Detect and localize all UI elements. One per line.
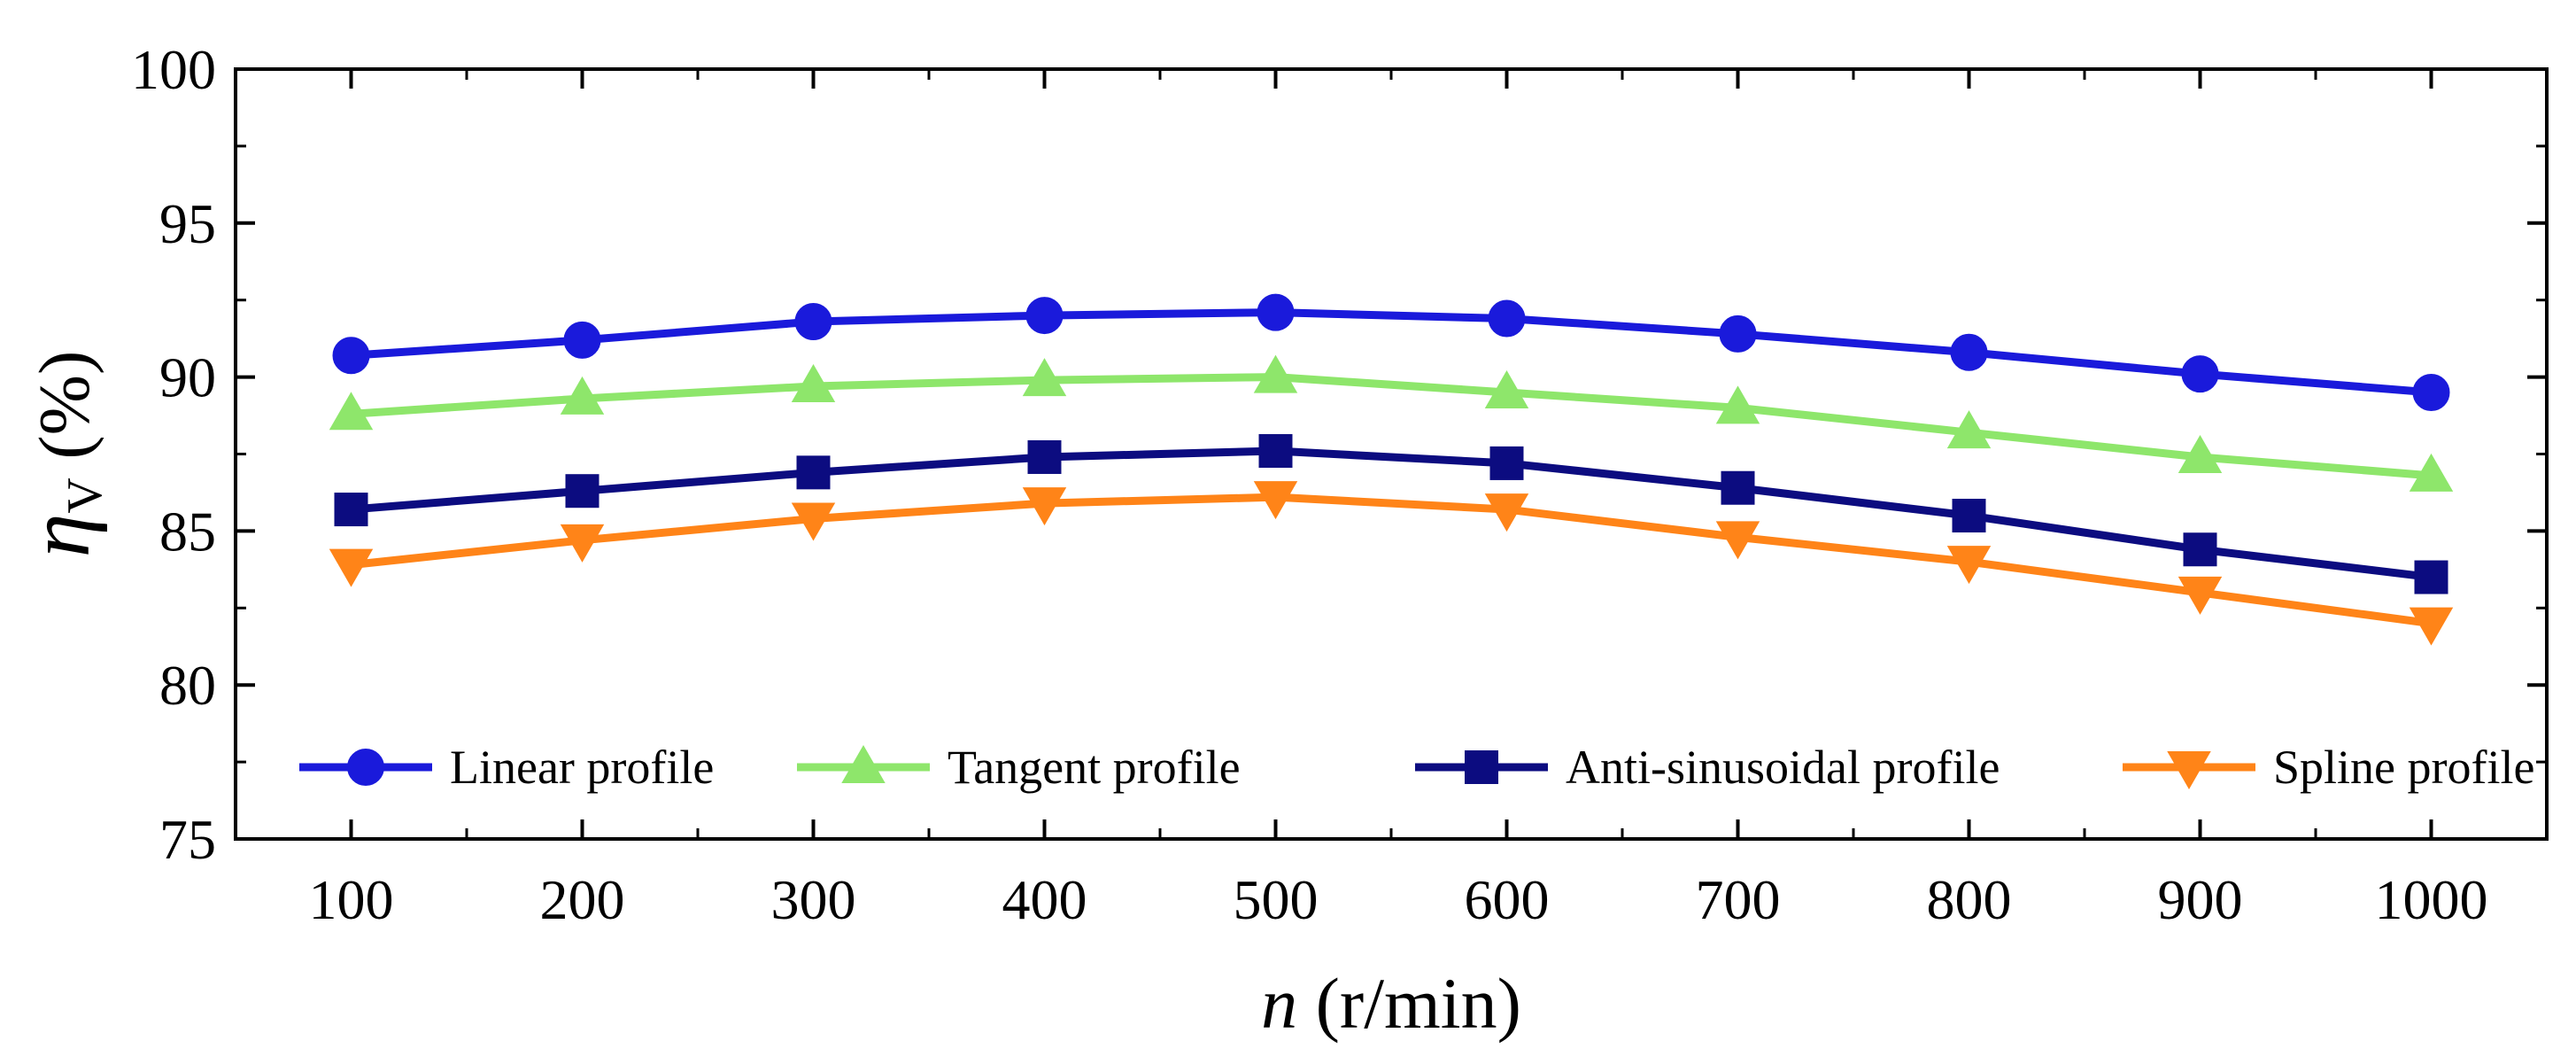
y-tick-label: 80	[159, 654, 216, 717]
x-tick-label: 600	[1465, 868, 1550, 931]
x-axis-title: n (r/min)	[1261, 963, 1521, 1044]
data-point	[1257, 293, 1295, 331]
series-line	[351, 308, 2432, 397]
data-point	[334, 493, 368, 527]
data-point	[1488, 299, 1526, 338]
plot-frame	[234, 67, 2549, 841]
data-point	[1253, 354, 1298, 393]
x-tick-label: 900	[2158, 868, 2243, 931]
data-point	[1715, 521, 1760, 560]
data-point	[2183, 532, 2217, 567]
data-point	[1027, 439, 1062, 474]
data-point	[1489, 446, 1524, 480]
data-point	[563, 321, 601, 359]
y-tick-label: 75	[159, 808, 216, 871]
legend-item: Anti-sinusoidal profile	[1415, 741, 2000, 794]
x-tick-label: 100	[309, 868, 394, 931]
x-tick-label: 800	[1927, 868, 2012, 931]
data-point	[2181, 355, 2219, 393]
data-point	[565, 474, 600, 509]
y-axis-title-subscript: V	[58, 478, 112, 513]
data-point	[791, 364, 836, 403]
ticks-layer: 75 80 85 90 95 100 100 200 300 400 500 600 700 800 900…	[131, 38, 2549, 931]
data-point	[1253, 481, 1298, 520]
data-point	[2412, 373, 2450, 411]
data-point	[1721, 470, 1755, 505]
x-tick-label: 1000	[2375, 868, 2488, 931]
data-point	[1952, 499, 1986, 533]
series-3	[334, 434, 2448, 594]
data-point	[329, 548, 374, 587]
legend-label: Linear profile	[450, 741, 714, 794]
data-point	[1484, 369, 1529, 408]
y-tick-label: 95	[159, 192, 216, 255]
data-point	[1484, 493, 1529, 532]
legend-swatch-marker	[841, 744, 886, 783]
data-point	[332, 337, 370, 375]
data-point	[1946, 410, 1992, 449]
legend: Linear profile Tangent profile Anti-sinuso…	[299, 741, 2534, 794]
data-point	[2178, 434, 2223, 473]
x-tick-label: 500	[1234, 868, 1319, 931]
data-point	[1946, 546, 1992, 585]
legend-item: Linear profile	[299, 741, 714, 794]
y-axis-title-unit: (%)	[24, 351, 104, 478]
series-line	[351, 446, 2433, 582]
series-line	[351, 373, 2432, 480]
x-tick-label: 400	[1002, 868, 1087, 931]
data-point	[1719, 314, 1757, 353]
data-point	[2409, 453, 2454, 492]
data-point	[560, 524, 605, 563]
data-point	[1022, 358, 1067, 397]
y-tick-label: 90	[159, 346, 216, 409]
data-point	[791, 502, 836, 541]
data-point	[1025, 297, 1064, 335]
data-point	[1258, 434, 1293, 469]
legend-swatch-marker	[2167, 751, 2211, 790]
x-tick-label: 200	[540, 868, 625, 931]
series-layer	[329, 293, 2454, 646]
legend-swatch-marker	[347, 749, 384, 786]
series-2	[329, 354, 2454, 492]
data-point	[796, 455, 831, 490]
y-tick-label: 100	[131, 38, 216, 101]
legend-item: Spline profile	[2123, 741, 2534, 794]
legend-label: Tangent profile	[948, 741, 1241, 794]
series-line	[351, 493, 2433, 628]
data-point	[2409, 607, 2454, 646]
data-point	[1022, 487, 1067, 526]
x-tick-label: 300	[771, 868, 856, 931]
legend-item: Tangent profile	[797, 741, 1241, 794]
x-tick-label: 700	[1696, 868, 1781, 931]
data-point	[560, 376, 605, 415]
y-axis-title-symbol: η	[10, 514, 108, 558]
legend-swatch-marker	[1465, 750, 1498, 784]
data-point	[1950, 333, 1988, 371]
data-point	[1715, 385, 1760, 424]
data-point	[794, 303, 832, 341]
y-axis-title: ηV (%)	[10, 351, 112, 557]
series-4	[329, 481, 2454, 646]
data-point	[2178, 576, 2223, 615]
x-axis-title-var: n	[1261, 963, 1297, 1044]
legend-label: Anti-sinusoidal profile	[1566, 741, 2000, 794]
legend-label: Spline profile	[2273, 741, 2534, 794]
data-point	[329, 392, 374, 431]
y-tick-label: 85	[159, 500, 216, 563]
x-axis-title-unit: (r/min)	[1297, 963, 1521, 1044]
series-1	[332, 293, 2450, 411]
data-point	[2414, 560, 2448, 594]
